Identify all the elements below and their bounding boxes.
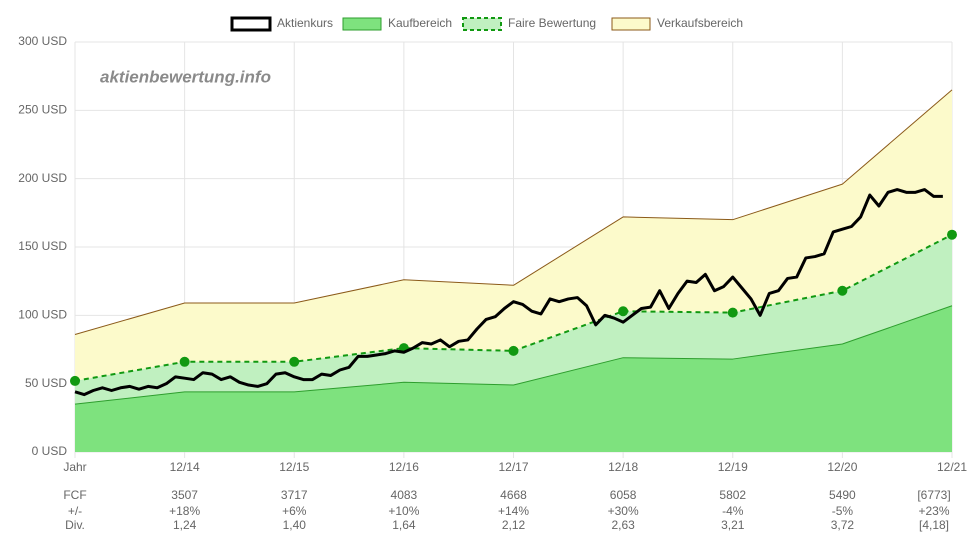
legend-label: Kaufbereich: [388, 16, 452, 30]
table-cell: +23%: [918, 504, 949, 518]
x-tick-label: Jahr: [63, 460, 86, 474]
row-label: Div.: [65, 518, 85, 532]
table-cell: 2,12: [502, 518, 526, 532]
y-tick-label: 300 USD: [18, 34, 67, 48]
fair-marker: [289, 356, 300, 367]
x-tick-label: 12/17: [498, 460, 528, 474]
y-tick-label: 50 USD: [25, 376, 67, 390]
legend-swatch: [462, 17, 502, 31]
fair-marker: [179, 356, 190, 367]
table-cell: 3,72: [831, 518, 855, 532]
table-cell: 4083: [391, 488, 418, 502]
y-tick-label: 150 USD: [18, 239, 67, 253]
legend-label: Faire Bewertung: [508, 16, 596, 30]
table-cell: +6%: [282, 504, 307, 518]
legend: Aktienkurs Kaufbereich Faire Bewertung Verk…: [230, 16, 743, 32]
table-cell: [4,18]: [919, 518, 949, 532]
price-line: [74, 188, 943, 397]
table-cell: +18%: [169, 504, 200, 518]
fair-marker: [508, 345, 519, 356]
table-cell: +14%: [498, 504, 529, 518]
y-tick-label: 200 USD: [18, 171, 67, 185]
y-tick-label: 0 USD: [32, 444, 68, 458]
row-label: FCF: [63, 488, 86, 502]
table-cell: 5490: [829, 488, 856, 502]
buy-line: [74, 305, 953, 405]
fair-marker: [618, 306, 629, 317]
sell-line: [74, 89, 953, 335]
fair-marker: [70, 375, 80, 386]
table-cell: -5%: [832, 504, 854, 518]
plot: 0 USD 50 USD 100 USD 150 USD 200 USD 250 USD 3…: [18, 34, 967, 474]
x-tick-label: 12/15: [279, 460, 309, 474]
watermark: aktienbewertung.info: [100, 67, 271, 86]
table-cell: 1,40: [283, 518, 307, 532]
table-cell: [6773]: [917, 488, 950, 502]
table-cell: 4668: [500, 488, 527, 502]
table-cell: +10%: [388, 504, 419, 518]
table-cell: 3507: [171, 488, 198, 502]
table-cell: 3,21: [721, 518, 745, 532]
legend-swatch: [342, 17, 382, 31]
legend-swatch: [230, 16, 272, 32]
row-label: +/-: [68, 504, 82, 518]
x-tick-label: 12/19: [718, 460, 748, 474]
x-tick-label: 12/20: [827, 460, 857, 474]
fair-marker: [727, 307, 738, 318]
fair-marker: [837, 285, 848, 296]
x-tick-label: 12/18: [608, 460, 638, 474]
legend-swatch: [611, 17, 651, 31]
table-cell: 1,24: [173, 518, 197, 532]
x-tick-label: 12/21: [937, 460, 967, 474]
legend-label: Verkaufsbereich: [657, 16, 743, 30]
table-cell: 6058: [610, 488, 637, 502]
legend-label: Aktienkurs: [277, 16, 333, 30]
fair-marker: [947, 229, 957, 240]
x-tick-label: 12/14: [170, 460, 200, 474]
y-tick-label: 100 USD: [18, 308, 67, 322]
table-cell: 1,64: [392, 518, 416, 532]
data-table: FCF 3507 3717 4083 4668 6058 5802 5490 [6773] +/-…: [63, 488, 950, 532]
table-cell: 3717: [281, 488, 308, 502]
table-cell: 2,63: [611, 518, 635, 532]
table-cell: 5802: [719, 488, 746, 502]
table-cell: -4%: [722, 504, 744, 518]
x-tick-label: 12/16: [389, 460, 419, 474]
y-tick-label: 250 USD: [18, 103, 67, 117]
table-cell: +30%: [608, 504, 639, 518]
band-fill: [75, 305, 952, 452]
